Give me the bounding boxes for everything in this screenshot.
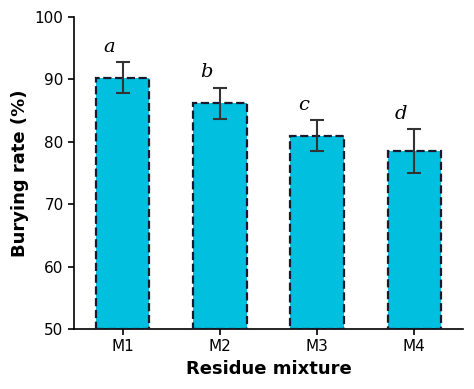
Bar <box>290 136 344 329</box>
Bar <box>290 136 344 329</box>
Text: d: d <box>395 105 407 123</box>
Text: c: c <box>298 96 309 114</box>
Bar <box>388 151 441 329</box>
X-axis label: Residue mixture: Residue mixture <box>185 360 351 378</box>
Text: a: a <box>103 38 115 56</box>
Bar <box>96 77 149 329</box>
Bar <box>193 103 246 329</box>
Bar <box>193 103 246 329</box>
Text: b: b <box>200 63 213 81</box>
Y-axis label: Burying rate (%): Burying rate (%) <box>11 89 29 257</box>
Bar <box>96 77 149 329</box>
Bar <box>388 151 441 329</box>
